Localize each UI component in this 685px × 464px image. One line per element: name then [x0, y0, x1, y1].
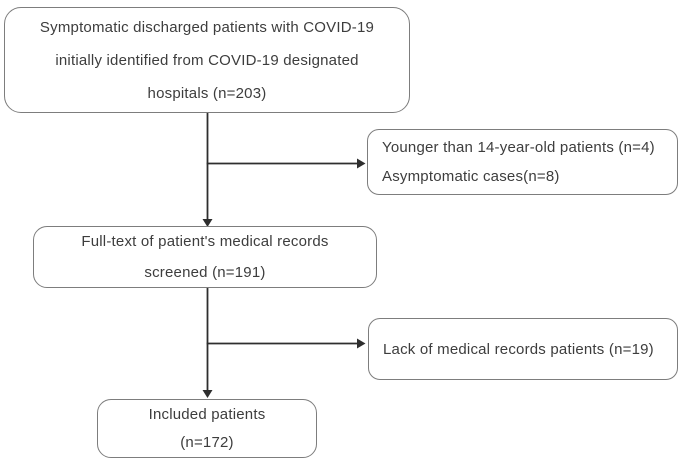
- node-identified: Symptomatic discharged patients with COV…: [4, 7, 410, 113]
- node-screened: Full-text of patient's medical records s…: [33, 226, 377, 288]
- node-excluded-initial-line-1: Younger than 14-year-old patients (n=4): [382, 139, 655, 156]
- node-excluded-records-line-1: Lack of medical records patients (n=19): [383, 340, 654, 358]
- node-included: Included patients (n=172): [97, 399, 317, 458]
- node-identified-line-1: Symptomatic discharged patients with COV…: [39, 18, 375, 36]
- node-excluded-initial: Younger than 14-year-old patients (n=4) …: [367, 129, 678, 195]
- node-excluded-records: Lack of medical records patients (n=19): [368, 318, 678, 380]
- arrow-screened-to-included: [202, 288, 213, 398]
- arrow-branch-excluded-records: [206, 338, 366, 349]
- node-excluded-initial-line-2: Asymptomatic cases(n=8): [382, 168, 560, 185]
- node-identified-line-2: initially identified from COVID-19 desig…: [55, 51, 359, 69]
- arrow-identified-to-screened: [202, 113, 213, 227]
- node-identified-line-3: hospitals (n=203): [147, 84, 267, 102]
- node-screened-line-2: screened (n=191): [144, 264, 266, 281]
- arrow-branch-excluded-initial: [206, 158, 366, 169]
- node-included-line-1: Included patients: [148, 405, 266, 423]
- node-included-line-2: (n=172): [180, 433, 234, 451]
- node-screened-line-1: Full-text of patient's medical records: [81, 233, 329, 250]
